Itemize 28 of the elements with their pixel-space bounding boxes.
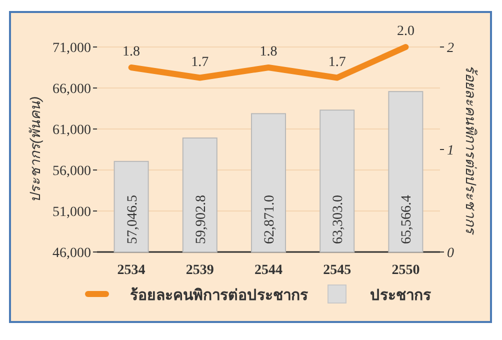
data-label: 1.8 xyxy=(260,44,278,60)
data-label: 59,902.8 xyxy=(194,195,209,244)
y2-axis-title: ร้อยละคนพิการต่อประชากร xyxy=(463,65,479,235)
legend-label: ประชากร xyxy=(370,287,432,304)
data-label: 63,303.0 xyxy=(331,195,346,244)
y2-tick-label: 0 xyxy=(447,246,454,261)
y2-tick-label: 1 xyxy=(447,144,454,158)
data-label: 1.7 xyxy=(191,54,209,70)
y-tick-label: 56,000 xyxy=(52,164,91,179)
y-tick-label: 46,000 xyxy=(52,246,91,261)
x-tick-label: 2550 xyxy=(392,263,420,278)
x-tick-label: 2534 xyxy=(117,263,146,278)
x-tick-label: 2545 xyxy=(323,263,352,278)
y-tick-label: 66,000 xyxy=(52,82,91,97)
legend-label: ร้อยละคนพิการต่อประชากร xyxy=(130,286,309,304)
y-tick-label: 61,000 xyxy=(52,123,91,138)
data-label: 57,046.5 xyxy=(125,195,140,244)
y-tick-label: 51,000 xyxy=(52,205,91,220)
x-tick-label: 2539 xyxy=(186,263,214,278)
data-label: 62,871.0 xyxy=(262,195,278,244)
x-tick-label: 2544 xyxy=(254,263,282,278)
y-axis-title: ประชากร(พันคน) xyxy=(27,96,43,203)
data-label: 2.0 xyxy=(396,24,414,39)
data-label: 65,566.4 xyxy=(400,195,415,244)
data-label: 1.7 xyxy=(328,54,346,70)
data-label: 1.8 xyxy=(122,44,140,60)
y2-tick-label: 2 xyxy=(447,41,454,56)
y-tick-label: 71,000 xyxy=(52,41,91,56)
